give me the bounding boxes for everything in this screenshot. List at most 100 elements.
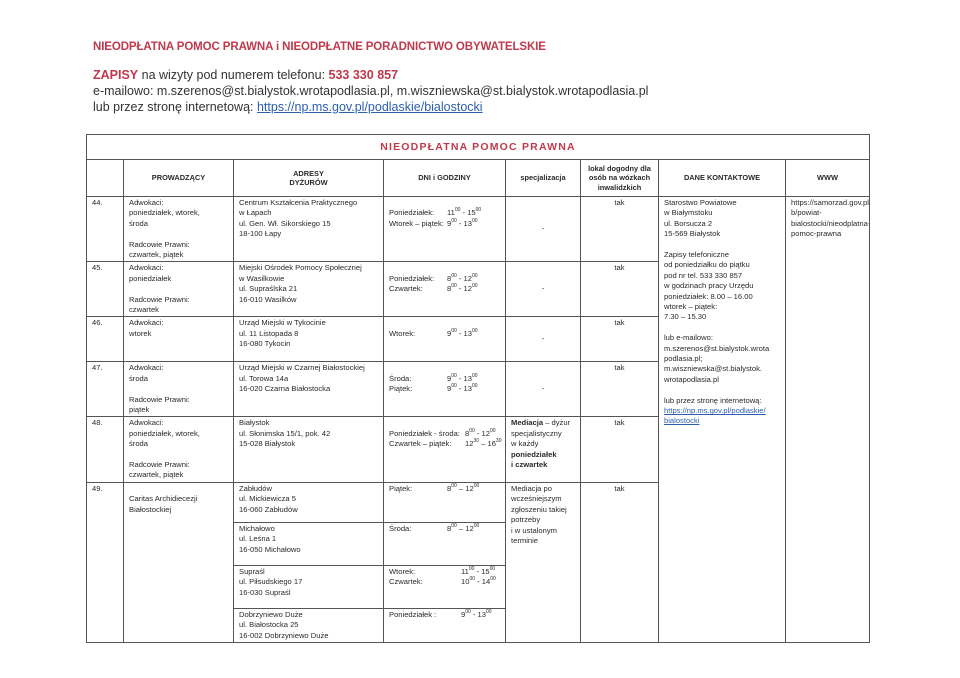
hours-line: Wtorek: 900 - 1300	[389, 327, 478, 338]
hours-line: Piątek: 900 - 1300	[389, 383, 478, 394]
spec-text: -	[541, 384, 545, 394]
hours-line: Środa: 800 – 1200	[389, 522, 480, 533]
spec-text: -	[541, 284, 545, 294]
address-cell: Michałowo ul. Leśna 1 16-050 Michałowo	[233, 521, 384, 566]
specjalizacja-cell: -	[505, 316, 581, 363]
specjalizacja-cell: -	[505, 261, 581, 318]
prowadzacy-line: Adwokaci:	[129, 198, 164, 207]
spacer	[389, 318, 500, 328]
address-line: 16-050 Michałowo	[239, 544, 301, 554]
row-number: 45.	[86, 261, 124, 318]
table-row: 48. Adwokaci: poniedziałek, wtorek, środa Ra…	[86, 416, 870, 483]
contact-line: w godzinach pracy Urzędu	[664, 281, 754, 291]
hours-day: Czwartek:	[389, 577, 423, 587]
prowadzacy-line: Caritas Archidiecezji	[129, 494, 198, 504]
web-link[interactable]: https://np.ms.gov.pl/podlaskie/bialostoc…	[256, 100, 483, 114]
hours-line: Środa: 900 - 1300	[389, 372, 478, 383]
prowadzacy-line: Adwokaci:	[129, 263, 164, 273]
row-number: 47.	[86, 361, 124, 418]
address-line: Urząd Miejski w Tykocinie	[239, 318, 326, 328]
prowadzacy-cell: Adwokaci: poniedziałek, wtorek, środa Radco…	[123, 195, 234, 263]
minutes: 00	[451, 383, 457, 390]
prowadzacy-line	[129, 284, 228, 294]
address-cell: Urząd Miejski w Tykocinie ul. 11 Listopad…	[233, 316, 384, 363]
col-specjalizacja-header: specjalizacja	[505, 159, 581, 197]
hours-from: 1100	[461, 565, 475, 576]
prowadzacy-line: Radcowie Prawni:	[129, 239, 190, 249]
minutes: 00	[475, 207, 482, 214]
address-line: Zabłudów	[239, 483, 272, 493]
legal-aid-table: NIEODPŁATNA POMOC PRAWNA PROWADZĄCY ADRESY…	[85, 134, 871, 644]
lokal-cell: tak	[580, 361, 659, 418]
contact-line: pod nr tel. 533 330 857	[664, 270, 743, 280]
spec-line: terminie	[511, 536, 575, 546]
www-line: https://samorzad.gov.pl/we	[791, 198, 869, 207]
spec-line: potrzeby	[511, 515, 575, 525]
address-cell: Supraśl ul. Piłsudskiego 17 16-030 Supraśl	[233, 564, 384, 609]
minutes: 30	[473, 438, 480, 445]
prowadzacy-line: poniedziałek	[129, 273, 172, 283]
contact-line: ul. Borsucza 2	[664, 218, 713, 228]
minutes: 00	[472, 272, 478, 279]
spec-text: specjalistyczny	[511, 428, 562, 438]
col-number-header	[86, 159, 124, 197]
hours-day: Wtorek:	[389, 328, 416, 338]
contact-link[interactable]: bialostocki	[664, 416, 700, 426]
spec-line: zgłoszeniu takiej	[511, 505, 575, 515]
hours-line: Poniedziałek - środa: 800 - 1200	[389, 427, 496, 438]
minutes: 00	[451, 272, 457, 279]
contact-link[interactable]: https://np.ms.gov.pl/podlaskie/	[664, 406, 766, 416]
minutes: 00	[451, 283, 457, 290]
www-cell: https://samorzad.gov.pl/web/powiat-bialo…	[784, 195, 871, 644]
address-line: Supraśl	[239, 566, 265, 576]
appointment-line: ZAPISY na wizyty pod numerem telefonu: 5…	[93, 67, 648, 83]
address-line: Miejski Ośrodek Pomocy Społecznej	[239, 263, 362, 273]
hours-to: 1630	[487, 438, 502, 449]
spec-line: poniedziałek	[511, 450, 575, 460]
prowadzacy-line: Adwokaci:	[129, 418, 164, 428]
spec-line: -	[511, 224, 575, 234]
hours-line: Piątek: 800 – 1200	[389, 482, 480, 493]
address-line: ul. Słonimska 15/1, pok. 42	[239, 428, 331, 438]
hours-to: 1200	[463, 283, 478, 294]
address-line: w Łapach	[239, 208, 272, 218]
email-line: e-mailowo: m.szerenos@st.bialystok.wrota…	[93, 84, 649, 98]
spec-text: – dyżur	[543, 418, 571, 428]
hours-cell: Poniedziałek: 800 - 1200 Czwartek: 800 - 12…	[383, 261, 506, 318]
minutes: 00	[472, 372, 478, 379]
col-lokal-header: lokal dogodny dla osób na wózkach inwali…	[580, 159, 659, 197]
address-line: ul. Gen. Wł. Sikorskiego 15	[239, 218, 331, 228]
specjalizacja-cell: Mediacja po wcześniejszym zgłoszeniu takie…	[505, 481, 581, 644]
prowadzacy-line: czwartek, piątek	[129, 250, 184, 260]
spec-text: i czwartek	[511, 460, 548, 470]
hours-line: Wtorek: 1100 - 1500	[389, 565, 496, 576]
prowadzacy-line: Radcowie Prawni:	[129, 460, 190, 470]
specjalizacja-cell: Mediacja – dyżur specjalistyczny w każdy po…	[505, 416, 581, 483]
hours-to: 1300	[463, 327, 478, 338]
spec-text: potrzeby	[511, 515, 541, 525]
zapisy-label: ZAPISY	[93, 68, 139, 82]
hours-from: 900	[447, 372, 457, 383]
spec-text: wcześniejszym	[511, 494, 562, 504]
contact-line: od poniedziałku do piątku	[664, 260, 750, 270]
hours-day: Wtorek – piątek:	[389, 218, 444, 228]
table-title: NIEODPŁATNA POMOC PRAWNA	[85, 134, 871, 160]
spec-line: i czwartek	[511, 460, 575, 470]
address-line: 16-002 Dobrzyniewo Duże	[239, 630, 329, 640]
address-cell: Zabłudów ul. Mickiewicza 5 16-060 Zabłudów	[233, 481, 384, 523]
address-line: Dobrzyniewo Duże	[239, 609, 303, 619]
hours-to: 1200	[465, 522, 480, 533]
minutes: 00	[469, 576, 476, 583]
hours-day: Poniedziałek:	[389, 273, 435, 283]
hours-day: Wtorek:	[389, 566, 416, 576]
hours-to: 1300	[463, 372, 478, 383]
prowadzacy-line: środa	[129, 373, 148, 383]
minutes: 00	[473, 482, 480, 489]
minutes: 00	[473, 522, 480, 529]
hours-from: 900	[461, 608, 471, 619]
prowadzacy-line: poniedziałek, wtorek,	[129, 208, 200, 218]
contact-line: lub e-mailowo:	[664, 333, 713, 343]
row-number: 49.	[86, 481, 124, 644]
hours-from: 1230	[465, 438, 480, 449]
table-row: 49. Caritas Archidiecezji Białostockiej Zab…	[86, 481, 870, 644]
